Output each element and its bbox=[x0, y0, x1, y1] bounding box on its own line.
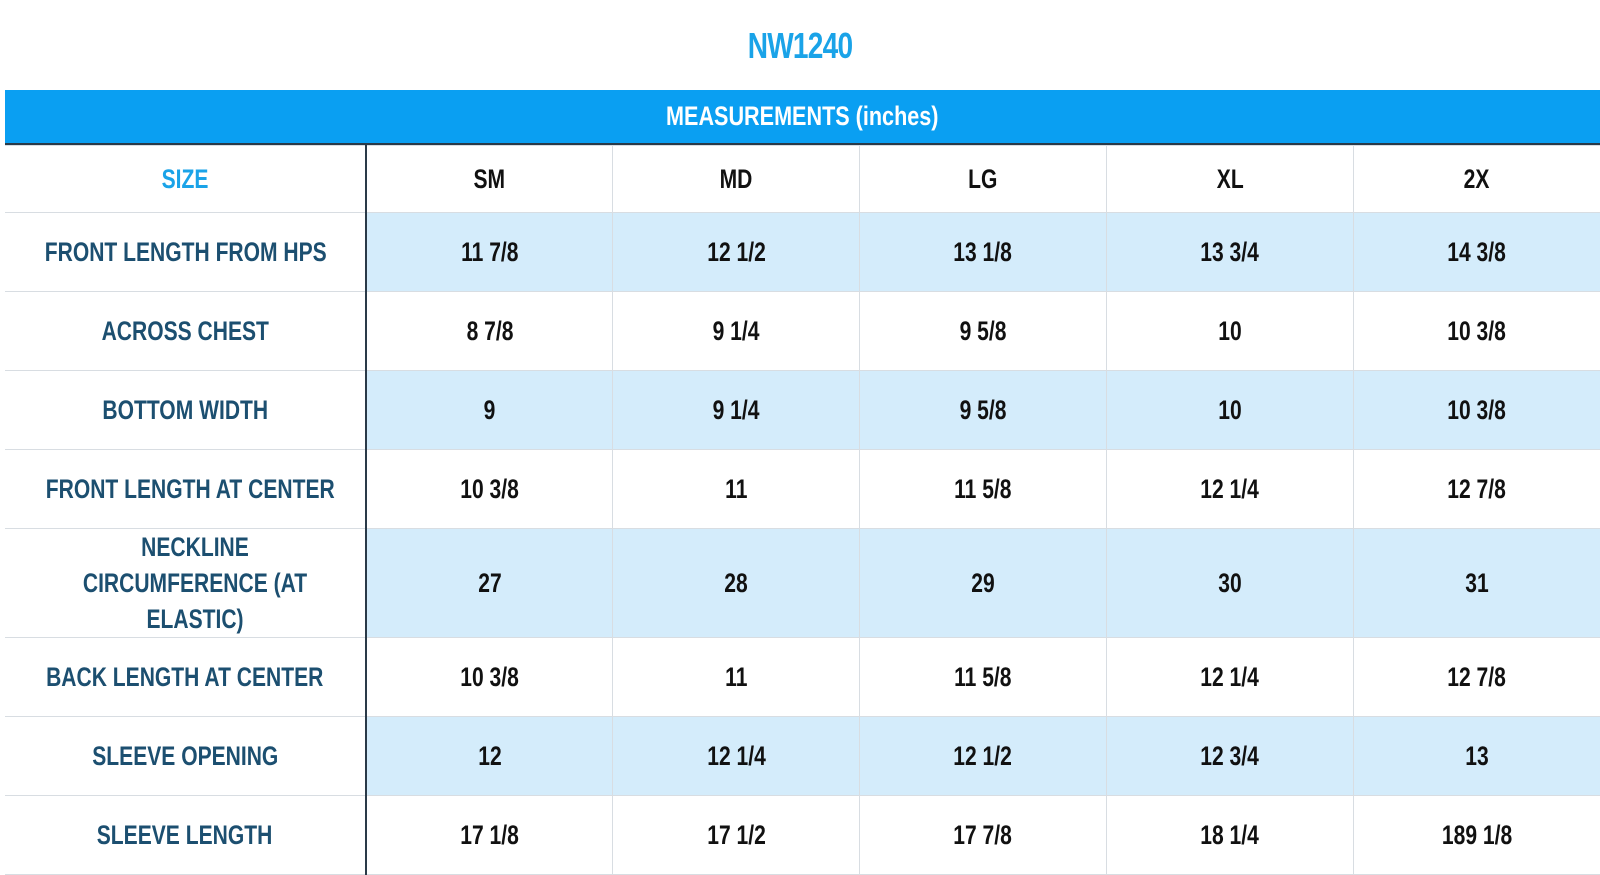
measurement-cell: 10 3/8 bbox=[1352, 291, 1600, 371]
table-row: BACK LENGTH AT CENTER 10 3/8 11 11 5/8 1… bbox=[5, 637, 1600, 717]
measurement-cell: 14 3/8 bbox=[1352, 212, 1600, 292]
size-header-row: SIZE SM MD LG XL 2X bbox=[5, 145, 1600, 213]
row-label: SLEEVE OPENING bbox=[5, 716, 367, 796]
measurement-cell: 29 bbox=[859, 528, 1107, 638]
measurement-cell: 12 bbox=[365, 716, 614, 796]
measurement-cell: 12 1/4 bbox=[1105, 449, 1354, 529]
row-label: FRONT LENGTH AT CENTER bbox=[5, 449, 367, 529]
table-row: SLEEVE LENGTH 17 1/8 17 1/2 17 7/8 18 1/… bbox=[5, 795, 1600, 875]
measurement-sheet: MEASUREMENTS (inches) SIZE SM MD LG XL 2… bbox=[5, 90, 1600, 875]
measurement-cell: 12 3/4 bbox=[1105, 716, 1354, 796]
measurement-cell: 9 bbox=[365, 370, 614, 450]
table-row: SLEEVE OPENING 12 12 1/4 12 1/2 12 3/4 1… bbox=[5, 716, 1600, 796]
table-row: FRONT LENGTH AT CENTER 10 3/8 11 11 5/8 … bbox=[5, 449, 1600, 529]
page-title: NW1240 bbox=[747, 25, 853, 66]
measurement-cell: 13 3/4 bbox=[1105, 212, 1354, 292]
measurement-cell: 12 1/4 bbox=[1105, 637, 1354, 717]
size-header-sm: SM bbox=[365, 145, 614, 213]
measurement-cell: 10 3/8 bbox=[1352, 370, 1600, 450]
measurement-cell: 9 1/4 bbox=[612, 291, 861, 371]
banner-label: MEASUREMENTS (inches) bbox=[666, 101, 939, 131]
size-header-2x: 2X bbox=[1352, 145, 1600, 213]
measurement-cell: 17 1/2 bbox=[612, 795, 861, 875]
measurement-cell: 9 5/8 bbox=[859, 291, 1107, 371]
measurement-cell: 12 1/4 bbox=[612, 716, 861, 796]
measurement-cell: 18 1/4 bbox=[1105, 795, 1354, 875]
measurement-cell: 31 bbox=[1352, 528, 1600, 638]
size-header-lg: LG bbox=[859, 145, 1107, 213]
measurement-cell: 11 5/8 bbox=[859, 449, 1107, 529]
measurement-cell: 12 7/8 bbox=[1352, 637, 1600, 717]
measurement-cell: 10 3/8 bbox=[365, 637, 614, 717]
size-header-xl: XL bbox=[1105, 145, 1354, 213]
row-label: FRONT LENGTH FROM HPS bbox=[5, 212, 367, 292]
measurement-cell: 11 bbox=[612, 449, 861, 529]
measurement-cell: 10 bbox=[1105, 370, 1354, 450]
row-label: NECKLINE CIRCUMFERENCE (AT ELASTIC) bbox=[5, 528, 367, 638]
row-label: SLEEVE LENGTH bbox=[5, 795, 367, 875]
measurement-cell: 11 5/8 bbox=[859, 637, 1107, 717]
measurement-cell: 13 bbox=[1352, 716, 1600, 796]
measurement-cell: 17 1/8 bbox=[365, 795, 614, 875]
measurement-cell: 9 1/4 bbox=[612, 370, 861, 450]
row-label: BACK LENGTH AT CENTER bbox=[5, 637, 367, 717]
table-row: BOTTOM WIDTH 9 9 1/4 9 5/8 10 10 3/8 bbox=[5, 370, 1600, 450]
measurement-cell: 12 1/2 bbox=[859, 716, 1107, 796]
table-row: FRONT LENGTH FROM HPS 11 7/8 12 1/2 13 1… bbox=[5, 212, 1600, 292]
table-row: NECKLINE CIRCUMFERENCE (AT ELASTIC) 27 2… bbox=[5, 528, 1600, 638]
measurement-cell: 11 7/8 bbox=[365, 212, 614, 292]
measurement-cell: 11 bbox=[612, 637, 861, 717]
measurement-cell: 10 3/8 bbox=[365, 449, 614, 529]
measurement-cell: 12 1/2 bbox=[612, 212, 861, 292]
measurements-banner: MEASUREMENTS (inches) bbox=[5, 90, 1600, 145]
measurement-cell: 27 bbox=[365, 528, 614, 638]
table-row: ACROSS CHEST 8 7/8 9 1/4 9 5/8 10 10 3/8 bbox=[5, 291, 1600, 371]
measurement-cell: 189 1/8 bbox=[1352, 795, 1600, 875]
size-column-label: SIZE bbox=[5, 145, 367, 213]
measurement-cell: 8 7/8 bbox=[365, 291, 614, 371]
measurement-cell: 28 bbox=[612, 528, 861, 638]
row-label: BOTTOM WIDTH bbox=[5, 370, 367, 450]
size-chart-table: SIZE SM MD LG XL 2X FRONT LENGTH FROM HP… bbox=[5, 145, 1600, 875]
row-label: ACROSS CHEST bbox=[5, 291, 367, 371]
measurement-cell: 13 1/8 bbox=[859, 212, 1107, 292]
measurement-cell: 10 bbox=[1105, 291, 1354, 371]
size-header-md: MD bbox=[612, 145, 861, 213]
measurement-cell: 17 7/8 bbox=[859, 795, 1107, 875]
measurement-cell: 30 bbox=[1105, 528, 1354, 638]
measurement-cell: 9 5/8 bbox=[859, 370, 1107, 450]
measurement-cell: 12 7/8 bbox=[1352, 449, 1600, 529]
